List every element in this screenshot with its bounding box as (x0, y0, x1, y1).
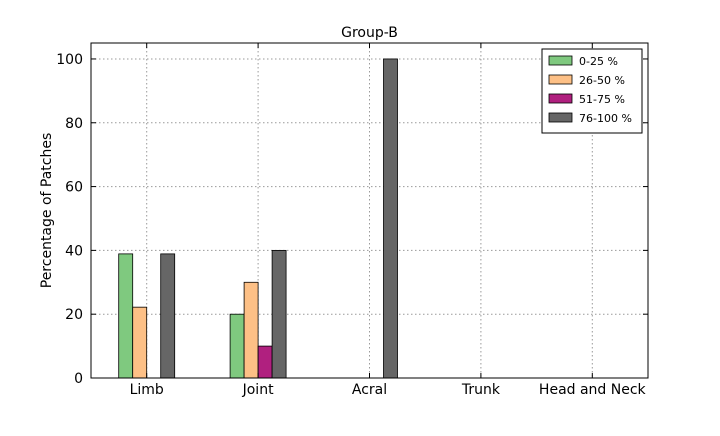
legend-label: 0-25 % (579, 55, 618, 68)
bar (383, 58, 398, 379)
legend-swatch (548, 55, 573, 66)
y-tick-label: 60 (65, 180, 83, 196)
y-tick-label: 100 (56, 52, 83, 68)
bar (243, 281, 259, 379)
x-tick-label: Acral (352, 382, 387, 398)
y-tick-label: 20 (65, 307, 83, 323)
chart-title: Group-B (341, 25, 398, 41)
legend-label: 76-100 % (579, 112, 632, 125)
x-tick-label: Trunk (461, 382, 501, 398)
bar (271, 249, 287, 379)
legend-swatch (548, 112, 573, 123)
x-tick-label: Joint (242, 382, 274, 398)
legend: 0-25 % 26-50 % 51-75 % 76-100 % (541, 48, 643, 134)
bar (118, 253, 134, 379)
axis-ticks: 0 20 40 60 80 100 Limb Joint Acral Trunk Head and … (56, 43, 648, 398)
legend-swatch (548, 74, 573, 85)
bar (229, 313, 245, 379)
legend-label: 26-50 % (579, 74, 625, 87)
x-tick-label: Limb (130, 382, 164, 398)
y-tick-label: 0 (74, 371, 83, 387)
legend-swatch (548, 93, 573, 104)
bar (257, 345, 273, 379)
x-tick-label: Head and Neck (539, 382, 647, 398)
y-tick-label: 80 (65, 116, 83, 132)
bar (160, 253, 176, 379)
y-axis-label: Percentage of Patches (39, 133, 55, 289)
legend-label: 51-75 % (579, 93, 625, 106)
bar (132, 306, 148, 379)
y-tick-label: 40 (65, 243, 83, 259)
bars (118, 58, 398, 379)
